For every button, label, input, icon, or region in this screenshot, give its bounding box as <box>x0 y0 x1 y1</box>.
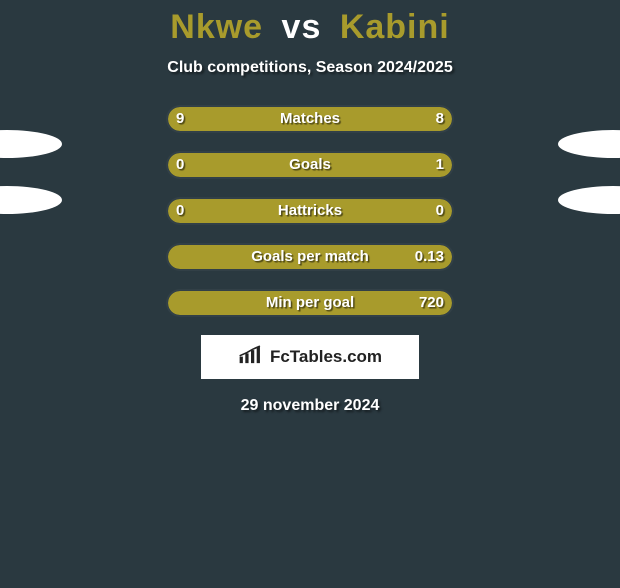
stat-bar-track <box>166 289 454 317</box>
stat-bar-left <box>168 153 202 177</box>
vs-label: vs <box>282 8 322 46</box>
chart-icon <box>238 345 264 370</box>
logo-text: FcTables.com <box>270 347 382 367</box>
stat-bar-track <box>166 105 454 133</box>
player2-name: Kabini <box>340 8 450 46</box>
stat-bar-left <box>168 199 452 223</box>
stat-bar-track <box>166 151 454 179</box>
date-label: 29 november 2024 <box>0 397 620 415</box>
stat-bar-track <box>166 243 454 271</box>
stat-bar-right <box>168 291 452 315</box>
stat-row: Goals01 <box>90 151 530 179</box>
stat-row: Hattricks00 <box>90 197 530 225</box>
player1-name: Nkwe <box>170 8 263 46</box>
stat-row: Matches98 <box>90 105 530 133</box>
side-ellipse <box>0 130 62 158</box>
subtitle: Club competitions, Season 2024/2025 <box>0 59 620 77</box>
stat-row: Goals per match0.13 <box>90 243 530 271</box>
stat-bar-right <box>318 107 452 131</box>
logo-box: FcTables.com <box>201 335 419 379</box>
side-ellipse <box>558 186 620 214</box>
stat-bar-left <box>168 107 318 131</box>
stat-rows: Matches98 Goals01 Hattricks00 Goals per mat… <box>90 105 530 317</box>
stat-bar-track <box>166 197 454 225</box>
stat-row: Min per goal720 <box>90 289 530 317</box>
stat-bar-right <box>202 153 452 177</box>
side-ellipse <box>0 186 62 214</box>
stat-bar-right <box>168 245 452 269</box>
comparison-title: Nkwe vs Kabini <box>0 8 620 47</box>
side-ellipse <box>558 130 620 158</box>
